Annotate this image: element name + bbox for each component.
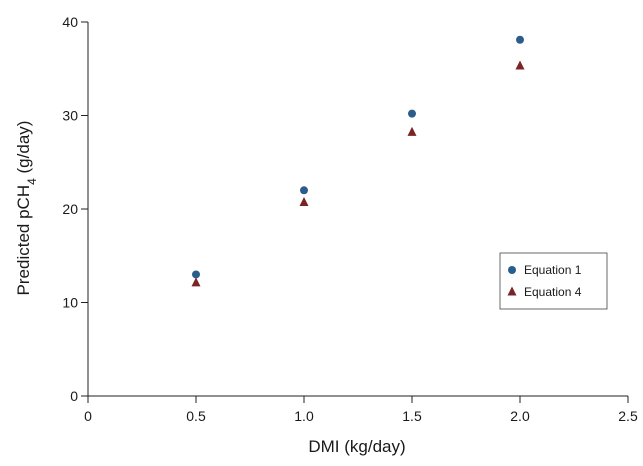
y-axis-title-unit: (g/day)	[14, 121, 33, 179]
y-tick-label: 40	[62, 14, 78, 30]
legend-marker-1	[508, 266, 516, 274]
x-axis-title: DMI (kg/day)	[308, 437, 405, 456]
y-axis-title-main: Predicted pCH	[14, 185, 33, 296]
circle-point	[192, 270, 200, 279]
triangle-point	[515, 60, 525, 70]
data-points	[191, 35, 525, 287]
y-tick-label: 20	[62, 201, 78, 217]
legend-box	[499, 252, 608, 310]
x-tick-label: 2.5	[618, 408, 638, 424]
series-2	[191, 60, 525, 287]
y-tick-label: 0	[70, 388, 78, 404]
legend-marker-2	[507, 286, 517, 296]
legend-label-1: Equation 1	[524, 263, 582, 277]
y-axis-title: Predicted pCH4 (g/day)	[14, 121, 39, 296]
x-tick-label: 0.5	[186, 408, 206, 424]
x-tick-label: 0	[84, 408, 92, 424]
circle-point	[300, 186, 308, 195]
y-tick-label: 30	[62, 108, 78, 124]
circle-point	[408, 109, 416, 118]
y-axis-title-subscript: 4	[25, 178, 39, 185]
tick-labels: 0 10 20 30 40 0 0.5 1.0 1.5 2.0 2.5	[62, 14, 638, 424]
triangle-point	[191, 277, 201, 287]
circle-point	[516, 35, 524, 44]
y-tick-label: 10	[62, 295, 78, 311]
axis-titles: DMI (kg/day) Predicted pCH4 (g/day)	[14, 121, 406, 456]
triangle-point	[299, 196, 309, 206]
series-1	[192, 35, 524, 279]
x-tick-label: 2.0	[510, 408, 530, 424]
x-tick-label: 1.0	[294, 408, 314, 424]
triangle-point	[407, 126, 417, 136]
legend-label-2: Equation 4	[524, 285, 582, 299]
axes	[81, 21, 629, 403]
legend: Equation 1 Equation 4	[499, 252, 608, 310]
x-tick-label: 1.5	[402, 408, 422, 424]
